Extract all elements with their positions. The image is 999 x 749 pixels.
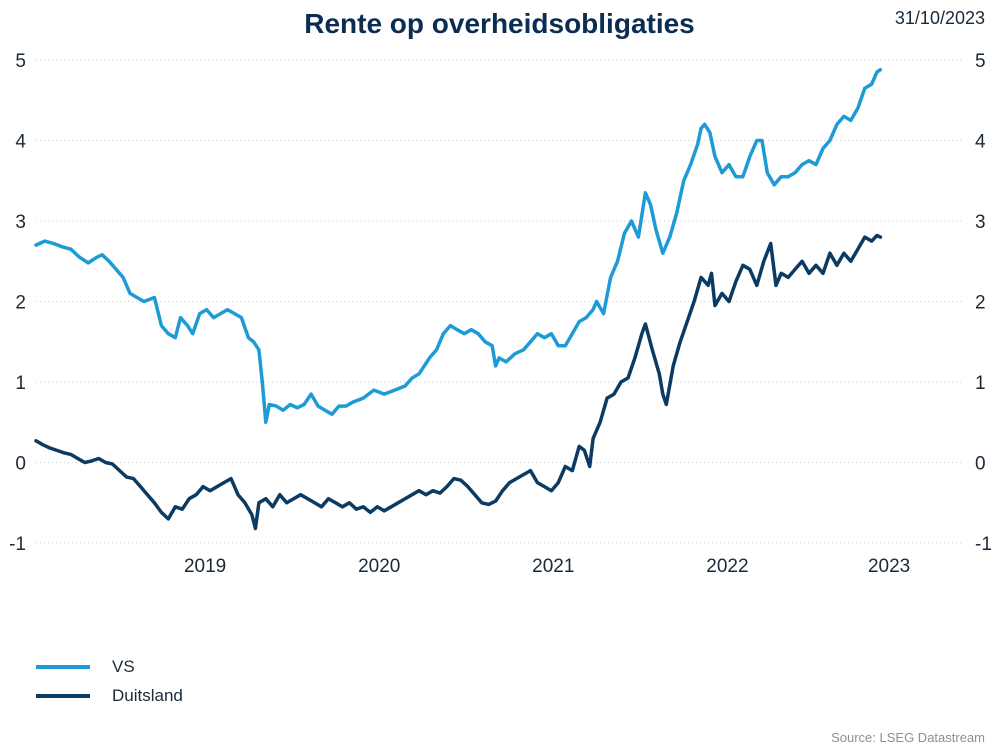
series-line-vs [34,67,883,425]
y-tick-right-0: 0 [975,454,986,475]
y-tick-left-2: 2 [15,293,26,314]
line-chart: -1 -1 0 0 1 1 2 2 3 3 4 4 5 5 2019 2020 2021 2022 2023 [9,51,992,577]
legend-swatch-duitsland [36,693,90,698]
legend-item-vs: VS [36,652,183,681]
y-tick-right-3: 3 [975,212,986,233]
y-tick-left-5: 5 [15,51,26,72]
x-tick-2022: 2022 [706,556,748,577]
legend-item-duitsland: Duitsland [36,681,183,710]
x-tick-2020: 2020 [358,556,400,577]
chart-legend: VS Duitsland [36,652,183,710]
y-tick-right-4: 4 [975,132,986,153]
x-tick-2021: 2021 [532,556,574,577]
y-tick-left--1: -1 [9,534,26,555]
chart-source: Source: LSEG Datastream [831,730,985,745]
y-tick-left-0: 0 [15,454,26,475]
x-tick-2019: 2019 [184,556,226,577]
series-line-duitsland [34,233,883,531]
y-tick-right-5: 5 [975,51,986,72]
legend-label-duitsland: Duitsland [112,685,183,705]
y-tick-right-1: 1 [975,373,986,394]
x-tick-2023: 2023 [868,556,910,577]
y-tick-left-1: 1 [15,373,26,394]
y-tick-right--1: -1 [975,534,992,555]
y-tick-left-4: 4 [15,132,26,153]
chart-title: Rente op overheidsobligaties [304,8,695,39]
legend-swatch-vs [36,664,90,669]
y-tick-left-3: 3 [15,212,26,233]
y-tick-right-2: 2 [975,293,986,314]
legend-label-vs: VS [112,656,135,676]
chart-date: 31/10/2023 [894,8,985,28]
